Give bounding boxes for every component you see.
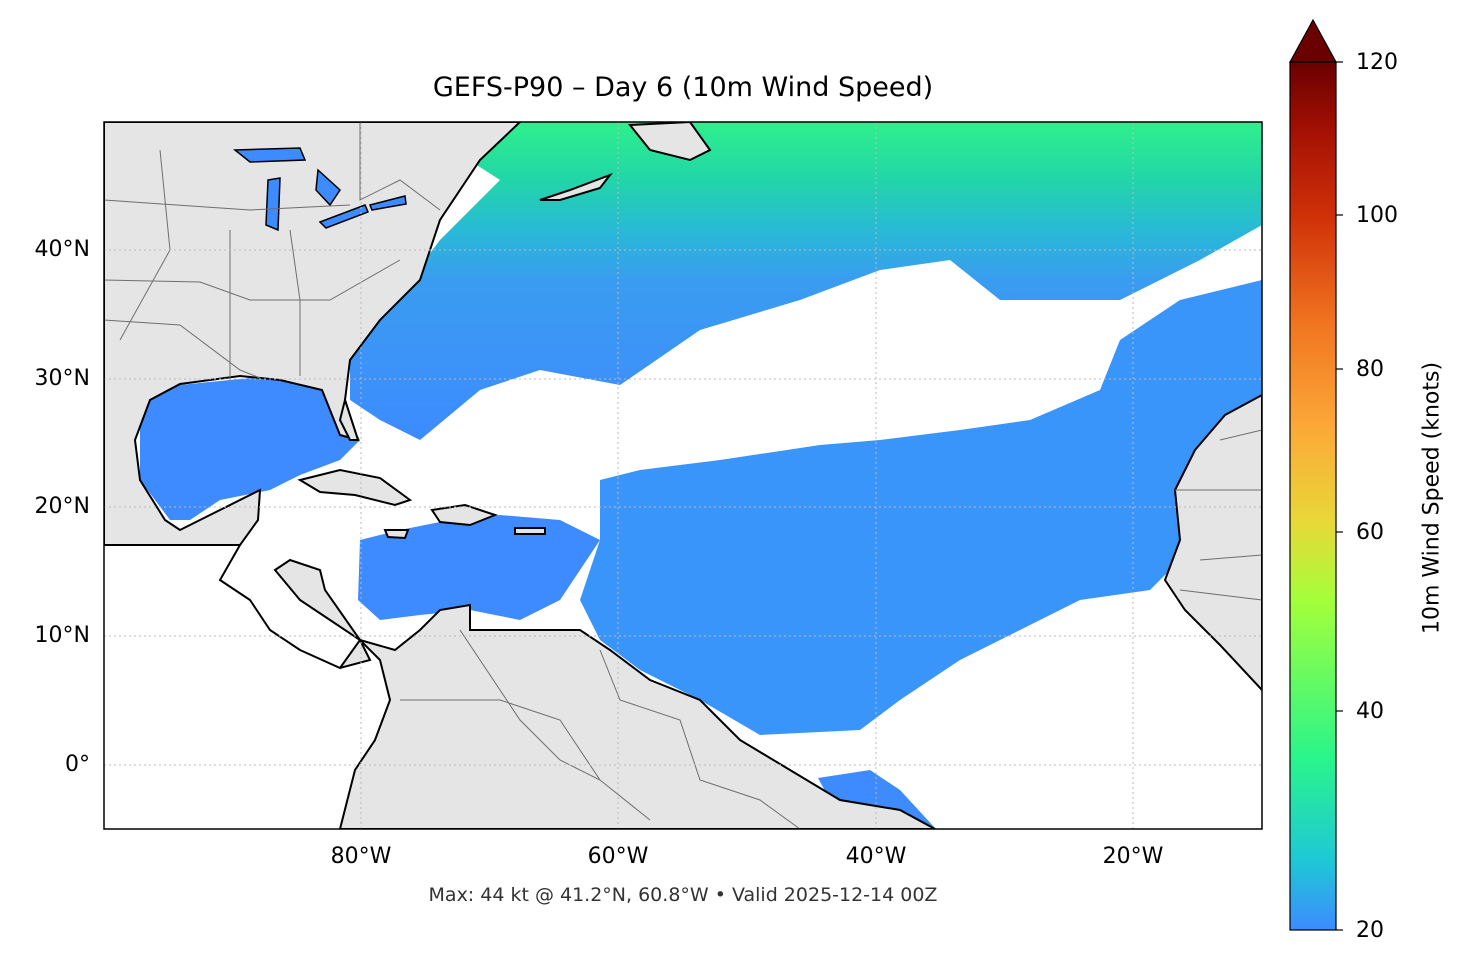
wind-field-gulf [140, 378, 360, 520]
wind-field-north [350, 122, 1262, 440]
land [104, 122, 1262, 829]
map-area [104, 122, 1262, 829]
colorbar-extend-arrow [1288, 18, 1338, 63]
lake-ontario [368, 195, 407, 211]
lake-erie [318, 204, 369, 229]
lon-tick-label: 60°W [587, 844, 649, 869]
lake-superior [232, 147, 307, 163]
lake-huron [315, 168, 341, 207]
map-title: GEFS-P90 – Day 6 (10m Wind Speed) [432, 72, 934, 103]
lon-tick-label: 20°W [1102, 844, 1164, 869]
lat-tick-label: 0° [65, 752, 90, 777]
lat-tick-label: 30°N [34, 366, 90, 391]
nova-scotia-land [539, 172, 613, 201]
jamaica-island [383, 529, 410, 540]
colorbar-tick-label: 80 [1356, 357, 1384, 382]
gridlines [104, 122, 1262, 829]
colorbar-tick-label: 60 [1356, 520, 1384, 545]
puerto-rico-island [514, 527, 546, 535]
lat-tick-label: 20°N [34, 494, 90, 519]
colorbar-body [1289, 61, 1337, 931]
colorbar-tick-label: 120 [1356, 50, 1398, 75]
africa-land [1163, 393, 1262, 692]
political-borders [104, 122, 1262, 829]
max-wind-footer: Max: 44 kt @ 41.2°N, 60.8°W • Valid 2025… [428, 884, 938, 906]
florida-land [338, 396, 360, 441]
colorbar-tick-label: 20 [1356, 918, 1384, 943]
wind-field-caribbean [358, 515, 600, 620]
colorbar-title: 10m Wind Speed (knots) [1419, 361, 1445, 635]
colorbar-tick-label: 100 [1356, 203, 1398, 228]
north-america-land [104, 122, 936, 829]
great-lakes [232, 147, 407, 232]
lat-tick-label: 10°N [34, 623, 90, 648]
lake-michigan [265, 177, 281, 232]
hispaniola-island [430, 503, 498, 527]
lon-tick-label: 80°W [330, 844, 392, 869]
map-frame [103, 121, 1263, 830]
cuba-island [297, 468, 413, 507]
lon-tick-label: 40°W [845, 844, 907, 869]
colorbar [1288, 18, 1343, 931]
colorbar-tick-label: 40 [1356, 699, 1384, 724]
lat-tick-label: 40°N [34, 237, 90, 262]
colorbar-ticks [1336, 61, 1343, 931]
